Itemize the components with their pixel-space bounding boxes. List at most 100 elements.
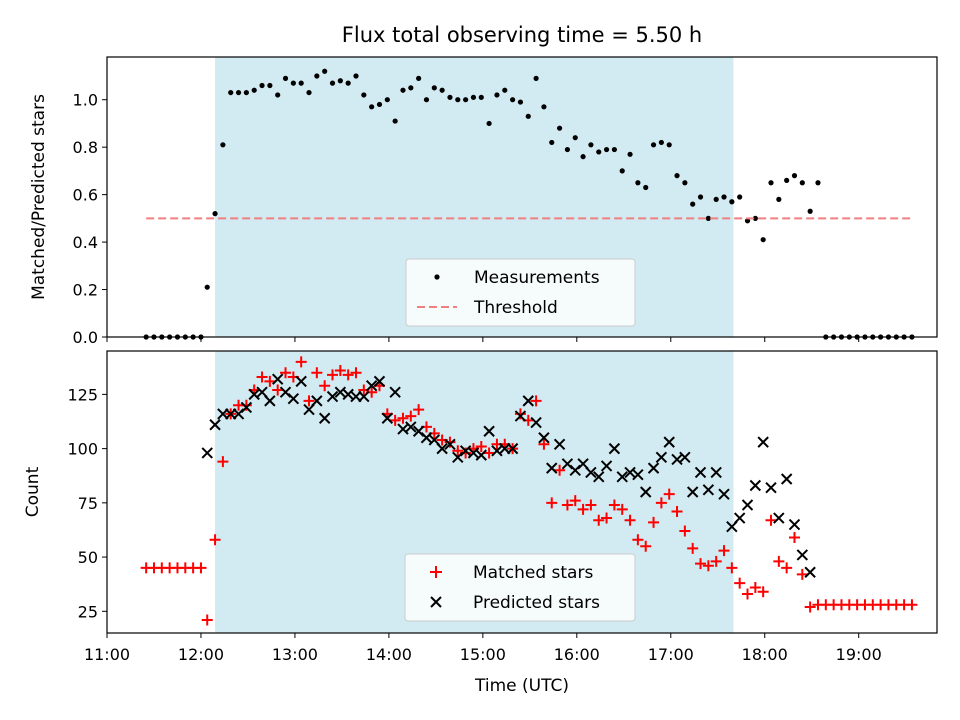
x-tick-label: 16:00 [554, 645, 600, 664]
legend-threshold-label: Threshold [473, 298, 558, 318]
measurement-point [627, 151, 633, 157]
predicted-star-point [600, 460, 613, 472]
matched-star-point [530, 395, 542, 407]
predicted-star-point [647, 462, 660, 474]
matched-star-point [350, 367, 362, 379]
predicted-star-point [373, 375, 386, 388]
predicted-star-point [757, 436, 769, 448]
predicted-star-point [209, 419, 221, 431]
matched-star-point [554, 464, 566, 476]
matched-star-point [695, 558, 707, 570]
measurement-point [525, 113, 531, 119]
matched-star-point [608, 499, 620, 511]
matched-star-point [256, 371, 268, 383]
predicted-star-point [483, 425, 495, 437]
measurement-point [517, 99, 524, 105]
measurement-point [259, 82, 265, 89]
measurement-point [423, 97, 430, 103]
measurement-point [486, 120, 492, 127]
matched-star-point [616, 503, 628, 515]
legend-matched-label: Matched stars [473, 563, 593, 583]
matched-star-point [749, 581, 761, 593]
predicted-star-point [780, 473, 793, 485]
matched-star-point [796, 568, 808, 580]
matched-star-point [561, 499, 573, 511]
predicted-star-point [765, 481, 777, 494]
measurement-point [666, 142, 672, 148]
matched-star-point [295, 356, 307, 368]
matched-star-point [734, 577, 746, 589]
measurement-point [306, 89, 312, 96]
matched-star-point [773, 555, 785, 567]
measurement-point [235, 89, 242, 96]
predicted-star-point [796, 549, 809, 561]
matched-star-point [585, 499, 597, 511]
measurement-point [533, 75, 539, 81]
predicted-star-point [491, 445, 503, 457]
measurement-point [251, 87, 257, 93]
measurement-point [345, 80, 351, 86]
measurement-point [329, 80, 336, 86]
measurement-point [502, 87, 508, 93]
matched-star-point [687, 542, 699, 554]
matched-star-point [483, 447, 495, 459]
measurement-point [212, 211, 218, 217]
predicted-star-point [381, 412, 394, 424]
predicted-star-point [773, 512, 785, 524]
measurement-point [314, 73, 320, 79]
bottom-legend-box [404, 553, 636, 622]
measurement-point [384, 97, 390, 103]
measurement-point [416, 75, 422, 81]
predicted-star-point [318, 412, 331, 424]
y-tick-label: 0.0 [73, 328, 98, 347]
measurement-point [243, 89, 249, 96]
predicted-star-point [326, 390, 339, 403]
measurement-point [267, 82, 273, 89]
matched-star-point [538, 438, 550, 450]
matched-star-point [444, 436, 456, 448]
legend-measurements-label: Measurements [474, 268, 600, 288]
matched-star-point [788, 532, 800, 544]
predicted-star-point [271, 373, 284, 385]
measurement-point [737, 194, 743, 200]
bottom-y-axis: 25 50 75 100 125 [67, 385, 107, 621]
matched-star-point [272, 384, 284, 396]
matched-star-point [280, 367, 292, 379]
matched-star-point [311, 367, 323, 379]
predicted-star-point [679, 451, 691, 463]
matched-star-point [342, 369, 354, 381]
predicted-star-point [702, 484, 715, 496]
measurement-point [439, 87, 445, 93]
matched-star-point [757, 586, 769, 598]
measurement-point [697, 194, 704, 200]
bottom-legend: Matched stars Predicted stars [404, 553, 636, 622]
measurement-point [549, 139, 555, 146]
matched-star-point [514, 408, 526, 420]
x-tick-label: 19:00 [836, 645, 882, 664]
measurement-point [564, 146, 571, 153]
predicted-star-point [514, 410, 527, 422]
legend-measurements-marker [434, 274, 440, 280]
matched-star-point [702, 560, 714, 572]
measurement-point [658, 139, 664, 146]
predicted-star-point [632, 468, 644, 481]
predicted-star-point [405, 421, 417, 433]
matched-star-point [413, 404, 425, 416]
matched-star-point [632, 534, 644, 546]
measurement-point [784, 177, 790, 183]
matched-star-point [389, 414, 401, 426]
bottom-axes-frame [106, 350, 938, 634]
measurement-point [682, 180, 688, 186]
matched-star-point [742, 588, 754, 600]
predicted-star-point [640, 486, 652, 498]
measurement-point [815, 180, 821, 186]
x-tick-label: 17:00 [648, 645, 694, 664]
y-tick-label: 25 [78, 602, 98, 621]
measurement-point [392, 118, 398, 124]
predicted-star-point [655, 451, 668, 463]
predicted-star-point [522, 395, 534, 407]
measurement-point [447, 94, 453, 100]
matched-star-point [452, 445, 464, 457]
matched-star-point [718, 545, 730, 557]
